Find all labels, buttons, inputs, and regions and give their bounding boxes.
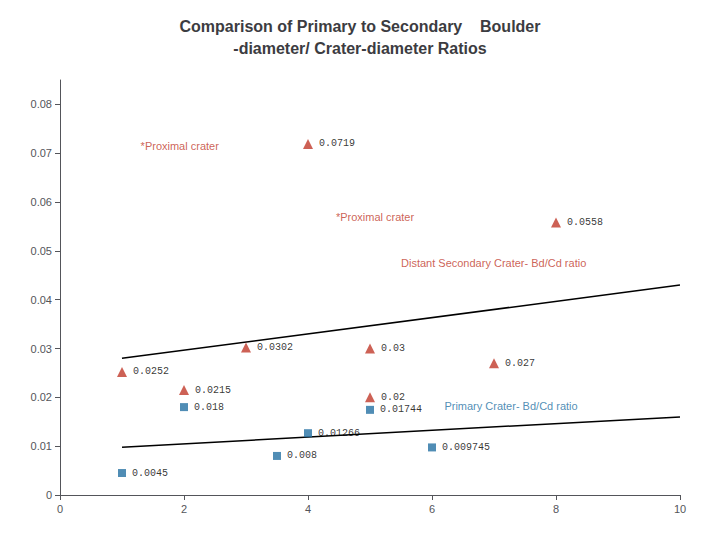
svg-text:0.008: 0.008 (287, 450, 317, 461)
svg-text:Primary Crater- Bd/Cd ratio: Primary Crater- Bd/Cd ratio (444, 400, 577, 412)
svg-text:0.03: 0.03 (31, 343, 52, 355)
svg-text:0: 0 (46, 489, 52, 501)
svg-text:6: 6 (429, 503, 435, 515)
svg-text:0.0215: 0.0215 (195, 385, 231, 396)
svg-text:2: 2 (181, 503, 187, 515)
svg-text:0.07: 0.07 (31, 147, 52, 159)
svg-text:0.0252: 0.0252 (133, 366, 169, 377)
svg-text:0.018: 0.018 (194, 402, 224, 413)
svg-text:0.01744: 0.01744 (380, 404, 422, 415)
svg-text:0.0045: 0.0045 (132, 468, 168, 479)
svg-text:0.03: 0.03 (381, 343, 405, 354)
svg-text:0.02: 0.02 (31, 391, 52, 403)
svg-text:0.027: 0.027 (505, 358, 535, 369)
svg-text:0.009745: 0.009745 (442, 442, 490, 453)
svg-text:*Proximal crater: *Proximal crater (141, 140, 220, 152)
svg-text:10: 10 (674, 503, 686, 515)
svg-text:0.05: 0.05 (31, 245, 52, 257)
svg-text:Distant Secondary Crater- Bd/C: Distant Secondary Crater- Bd/Cd ratio (401, 257, 586, 269)
svg-text:8: 8 (553, 503, 559, 515)
svg-text:0.0302: 0.0302 (257, 342, 293, 353)
svg-text:Comparison of Primary to Secon: Comparison of Primary to Secondary Bould… (180, 18, 541, 35)
svg-text:0.06: 0.06 (31, 196, 52, 208)
svg-text:4: 4 (305, 503, 311, 515)
svg-text:0.04: 0.04 (31, 294, 52, 306)
svg-text:0.08: 0.08 (31, 98, 52, 110)
svg-text:*Proximal crater: *Proximal crater (336, 211, 415, 223)
svg-text:0.0719: 0.0719 (319, 138, 355, 149)
svg-text:0.01266: 0.01266 (318, 428, 360, 439)
svg-text:0.01: 0.01 (31, 440, 52, 452)
svg-text:-diameter/ Crater-diameter Rat: -diameter/ Crater-diameter Ratios (233, 40, 487, 57)
svg-text:0: 0 (57, 503, 63, 515)
svg-text:0.0558: 0.0558 (567, 217, 603, 228)
svg-text:0.02: 0.02 (381, 392, 405, 403)
